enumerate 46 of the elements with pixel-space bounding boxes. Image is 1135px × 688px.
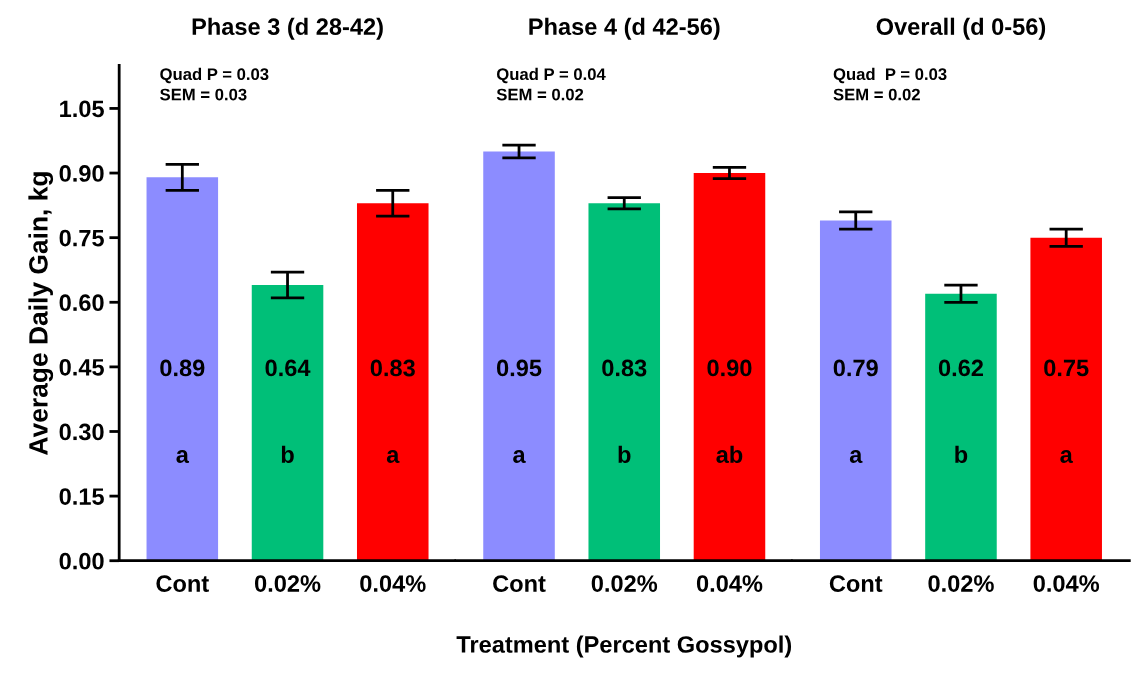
chart-title: Phase 4 (d 42-56) <box>529 17 720 40</box>
x-tick-label: 0.04% <box>360 575 426 592</box>
bar <box>356 203 429 561</box>
bar <box>146 177 219 561</box>
y-tick-label: 0.45 <box>59 358 104 376</box>
annotation: ab <box>716 445 743 464</box>
annotation: b <box>618 445 631 464</box>
x-tick-label: 0.04% <box>696 575 763 592</box>
data-label: 0.83 <box>370 359 415 377</box>
y-tick-label: 0.15 <box>59 488 104 505</box>
y-tick-label: 0.90 <box>59 165 104 182</box>
x-tick-label: 0.02% <box>254 575 321 592</box>
data-label: 0.95 <box>496 359 542 377</box>
data-label: 0.75 <box>1044 359 1089 377</box>
y-tick-label: 0.75 <box>59 229 104 247</box>
x-tick-label: Cont <box>156 575 209 592</box>
annotation: b <box>281 445 294 464</box>
y-axis-title: Average Daily Gain, kg <box>28 172 54 455</box>
data-label: 0.64 <box>265 359 311 377</box>
annotation: Quad P = 0.03 SEM = 0.03 <box>160 67 269 101</box>
x-tick-label: 0.04% <box>1033 575 1100 592</box>
annotation: a <box>513 450 526 464</box>
chart-title: Phase 3 (d 28-42) <box>192 17 383 40</box>
annotation: a <box>386 450 400 464</box>
data-label: 0.79 <box>833 359 878 377</box>
annotation: Quad P = 0.04 SEM = 0.02 <box>496 67 606 101</box>
annotation: a <box>1060 450 1073 464</box>
data-label: 0.89 <box>160 359 205 377</box>
x-tick-label: 0.02% <box>928 575 994 592</box>
data-label: 0.90 <box>707 359 752 377</box>
y-tick-label: 0.00 <box>59 552 104 570</box>
x-tick-label: Cont <box>493 575 546 592</box>
annotation: b <box>955 445 968 464</box>
bar <box>251 285 324 561</box>
chart-title: Overall (d 0-56) <box>876 17 1046 40</box>
y-tick-label: 0.30 <box>59 423 104 441</box>
x-tick-label: 0.02% <box>591 575 658 592</box>
annotation: a <box>849 450 863 464</box>
annotation: Quad P = 0.03 SEM = 0.02 <box>833 67 947 101</box>
annotation: a <box>176 450 190 464</box>
x-tick-label: Cont <box>829 575 883 592</box>
y-tick-label: 1.05 <box>60 100 104 118</box>
y-tick-label: 0.60 <box>59 294 104 312</box>
x-axis-title: Treatment (Percent Gossypol) <box>456 635 792 658</box>
data-label: 0.83 <box>602 359 647 377</box>
data-label: 0.62 <box>938 359 983 377</box>
